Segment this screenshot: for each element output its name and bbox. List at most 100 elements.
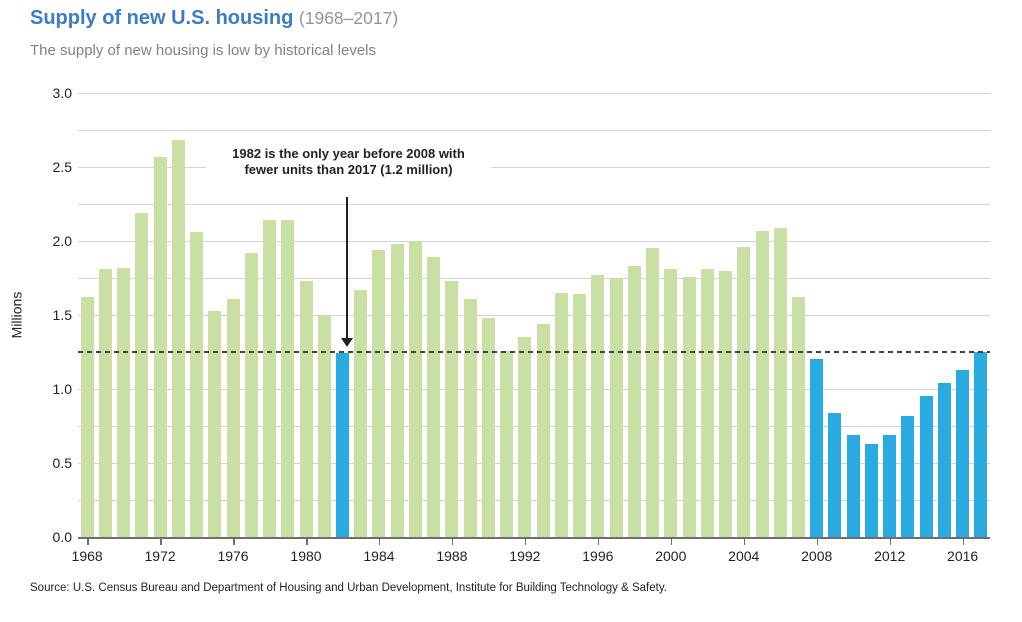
x-axis-tick-1976 bbox=[233, 539, 235, 545]
y-tick-label-0.5: 0.5 bbox=[52, 455, 72, 471]
gridline bbox=[78, 204, 990, 205]
bar-1972 bbox=[153, 156, 167, 537]
bar-1986 bbox=[408, 241, 422, 537]
bar-1971 bbox=[135, 212, 149, 537]
x-axis-tick-1996 bbox=[597, 539, 600, 545]
x-axis-tick-2008 bbox=[816, 539, 819, 545]
y-axis-tick-labels: 0.0 0.5 1.0 1.5 2.0 2.5 3.0 bbox=[0, 85, 72, 545]
bar-1988 bbox=[445, 280, 459, 537]
gridline bbox=[78, 241, 990, 242]
bar-1992 bbox=[518, 337, 532, 537]
x-axis-label-1976: 1976 bbox=[217, 548, 249, 564]
source-note: Source: U.S. Census Bureau and Departmen… bbox=[30, 582, 667, 594]
x-axis-tick-1992 bbox=[524, 539, 527, 545]
bar-2007 bbox=[791, 297, 805, 537]
bar-2000 bbox=[664, 269, 678, 537]
bar-1980 bbox=[299, 280, 313, 537]
bar-1981 bbox=[317, 315, 331, 537]
bar-1978 bbox=[263, 220, 277, 537]
gridline bbox=[78, 463, 990, 464]
bar-1973 bbox=[171, 140, 185, 537]
title-text: Supply of new U.S. housing bbox=[30, 7, 294, 29]
bar-1976 bbox=[226, 298, 240, 537]
x-axis-label-1992: 1992 bbox=[509, 548, 541, 564]
bar-2005 bbox=[755, 230, 769, 537]
bar-2004 bbox=[737, 246, 751, 537]
x-axis-tick-1968 bbox=[87, 539, 89, 545]
bar-1975 bbox=[208, 310, 222, 537]
bar-2016 bbox=[956, 369, 970, 537]
gridline bbox=[78, 167, 990, 168]
bar-1987 bbox=[427, 257, 441, 537]
x-axis-label-1972: 1972 bbox=[144, 548, 176, 564]
gridline bbox=[78, 389, 990, 390]
bar-2011 bbox=[864, 443, 878, 537]
x-axis-label-1984: 1984 bbox=[363, 548, 395, 564]
gridline bbox=[78, 130, 990, 131]
gridline bbox=[78, 500, 990, 501]
x-axis-tick-1972 bbox=[160, 539, 162, 545]
subtitle: The supply of new housing is low by hist… bbox=[30, 42, 377, 59]
x-axis-tick-2004 bbox=[743, 539, 746, 545]
bar-2013 bbox=[901, 415, 915, 537]
page-title: Supply of new U.S. housing (1968–2017) bbox=[30, 6, 398, 30]
annotation-line-1: 1982 is the only year before 2008 with bbox=[232, 146, 465, 161]
gridline bbox=[78, 93, 990, 94]
bar-2014 bbox=[919, 396, 933, 537]
x-axis-tick-1980 bbox=[306, 539, 308, 545]
bar-1974 bbox=[190, 232, 204, 537]
bar-1991 bbox=[500, 350, 514, 537]
bar-1970 bbox=[117, 267, 131, 537]
bar-1982 bbox=[335, 353, 349, 537]
y-tick-label-2.0: 2.0 bbox=[52, 233, 72, 249]
x-axis-tick-1984 bbox=[378, 539, 381, 545]
y-tick-label-3.0: 3.0 bbox=[52, 85, 72, 101]
y-tick-label-2.5: 2.5 bbox=[52, 159, 72, 175]
bar-1979 bbox=[281, 220, 295, 537]
bar-1989 bbox=[463, 298, 477, 537]
bar-1984 bbox=[372, 249, 386, 537]
y-tick-label-0.0: 0.0 bbox=[52, 529, 72, 545]
x-axis-label-1980: 1980 bbox=[290, 548, 322, 564]
bar-1998 bbox=[627, 266, 641, 537]
bar-2001 bbox=[682, 276, 696, 537]
gridline bbox=[78, 315, 990, 316]
reference-line bbox=[78, 351, 990, 353]
annotation-arrow-head-icon bbox=[341, 338, 353, 347]
x-axis: 1968 1972 1976 1980 1984 1988 1992 1996 2000 2004… bbox=[72, 537, 990, 579]
bar-1995 bbox=[573, 294, 587, 537]
gridline bbox=[78, 426, 990, 427]
x-axis-label-2012: 2012 bbox=[874, 548, 906, 564]
bar-1994 bbox=[554, 292, 568, 537]
bar-2010 bbox=[846, 434, 860, 537]
x-axis-label-2016: 2016 bbox=[947, 548, 979, 564]
bar-2015 bbox=[937, 383, 951, 537]
bar-1985 bbox=[390, 243, 404, 537]
x-axis-tick-2000 bbox=[670, 539, 673, 545]
plot-area: 1982 is the only year before 2008 with f… bbox=[78, 93, 990, 537]
bar-2012 bbox=[883, 434, 897, 537]
x-axis-label-1996: 1996 bbox=[582, 548, 614, 564]
x-axis-label-2000: 2000 bbox=[655, 548, 687, 564]
bar-1997 bbox=[609, 278, 623, 537]
bar-2008 bbox=[810, 359, 824, 537]
bar-1996 bbox=[591, 275, 605, 537]
y-tick-label-1.5: 1.5 bbox=[52, 307, 72, 323]
annotation-arrow-line bbox=[346, 197, 348, 338]
x-axis-label-1968: 1968 bbox=[71, 548, 103, 564]
bar-1977 bbox=[244, 252, 258, 537]
bar-1999 bbox=[646, 248, 660, 537]
x-axis-label-2008: 2008 bbox=[801, 548, 833, 564]
annotation-callout: 1982 is the only year before 2008 with f… bbox=[206, 145, 491, 179]
annotation-line-2: fewer units than 2017 (1.2 million) bbox=[244, 162, 453, 177]
y-tick-label-1.0: 1.0 bbox=[52, 381, 72, 397]
x-axis-tick-2012 bbox=[889, 539, 892, 545]
gridline bbox=[78, 278, 990, 279]
x-axis-tick-1988 bbox=[451, 539, 454, 545]
bar-1968 bbox=[80, 297, 94, 537]
bar-2017 bbox=[974, 352, 988, 537]
bar-1969 bbox=[98, 269, 112, 537]
x-axis-tick-2016 bbox=[962, 539, 965, 545]
bar-2002 bbox=[700, 269, 714, 537]
